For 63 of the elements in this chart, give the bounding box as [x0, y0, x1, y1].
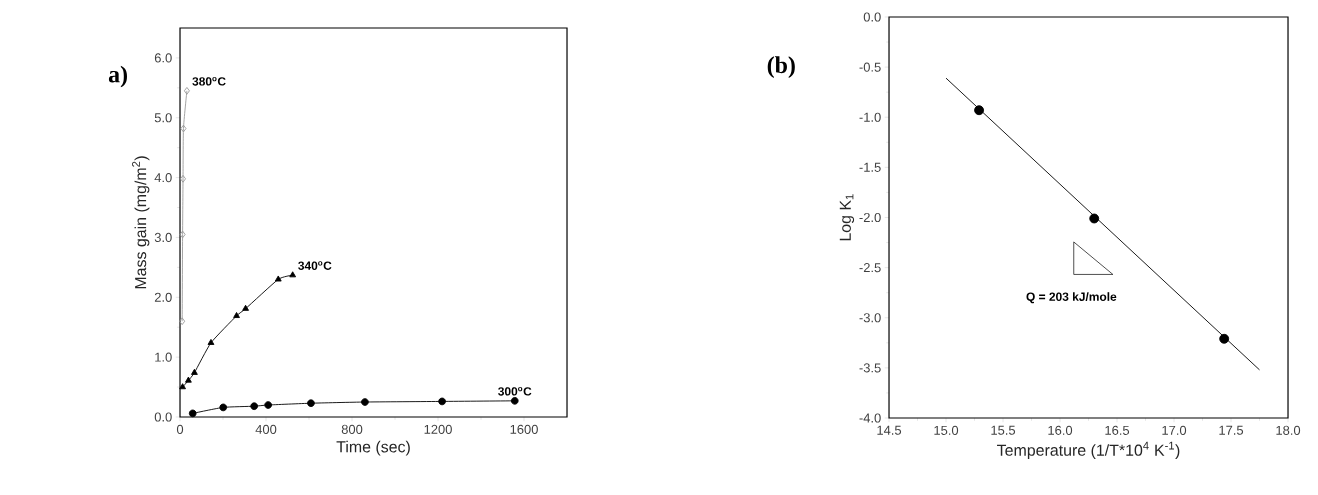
point [179, 230, 186, 239]
point [274, 275, 282, 282]
point [974, 105, 985, 116]
y-tick-label: -2.0 [859, 212, 881, 223]
text: (b) [767, 56, 795, 78]
y-axis-title: Mass gain (mg/m$^{2}$) [132, 156, 150, 289]
point [183, 86, 190, 95]
x-tick-label: 400 [255, 424, 277, 434]
point [438, 397, 446, 406]
y-tick-label: 5.0 [154, 113, 172, 123]
x-axis-title: Temperature (1/T*10$^{4}$ K$^{-1}$) [997, 441, 1180, 459]
y-tick-label: -1.0 [859, 112, 881, 122]
y-tick-label: 4.0 [154, 173, 172, 183]
point [264, 401, 272, 409]
y-tick-label: -2.5 [859, 263, 881, 273]
y-tick-label: 0.0 [154, 412, 172, 422]
point [242, 304, 249, 311]
text: a) [108, 65, 127, 88]
point [307, 399, 315, 408]
x-tick-label: 16.0 [1048, 425, 1073, 435]
y-tick-label: 3.0 [154, 232, 172, 243]
x-tick-label: 18.0 [1276, 425, 1301, 435]
point [185, 376, 192, 383]
series-label: 380$^{o}$C [192, 76, 226, 86]
point [207, 338, 215, 345]
point [179, 317, 186, 326]
y-tick-label: -0.5 [859, 62, 881, 72]
x-tick-label: 15.5 [991, 425, 1016, 435]
point [1089, 213, 1100, 224]
x-tick-label: 14.5 [877, 425, 902, 435]
point [250, 402, 259, 411]
y-tick-label: -4.0 [859, 413, 881, 423]
point [1219, 333, 1230, 344]
x-tick-label: 800 [341, 424, 363, 434]
point [219, 403, 228, 412]
series-label: 300$^{o}$C [498, 386, 532, 396]
y-tick-label: 2.0 [154, 292, 172, 302]
x-tick-label: 17.5 [1219, 425, 1244, 435]
x-tick-label: 16.5 [1105, 425, 1130, 435]
y-tick-label: 6.0 [154, 53, 172, 63]
y-tick-label: -3.0 [859, 313, 881, 323]
point [510, 396, 519, 405]
y-tick-label: -1.5 [859, 162, 881, 172]
y-tick-label: 1.0 [155, 352, 172, 362]
x-tick-label: 1200 [424, 424, 452, 434]
point [180, 124, 187, 133]
point [289, 271, 297, 278]
series-label: 340$^{o}$C [298, 261, 332, 270]
y-tick-label: -3.5 [859, 363, 881, 373]
point [179, 383, 186, 390]
point [233, 312, 240, 318]
x-tick-label: 17.0 [1162, 425, 1187, 435]
y-axis-title: Log K$_{1}$ [839, 194, 855, 241]
x-tick-label: 1600 [510, 424, 538, 434]
x-tick-label: 0 [176, 424, 184, 434]
annotation: Q = 203 kJ/mole [1026, 292, 1117, 304]
point [188, 409, 197, 418]
point [361, 398, 369, 406]
point [180, 174, 187, 183]
x-tick-label: 15.0 [934, 425, 959, 435]
x-axis-title: Time (sec) [336, 440, 410, 456]
y-tick-label: 0.0 [863, 12, 881, 22]
point [191, 368, 198, 375]
